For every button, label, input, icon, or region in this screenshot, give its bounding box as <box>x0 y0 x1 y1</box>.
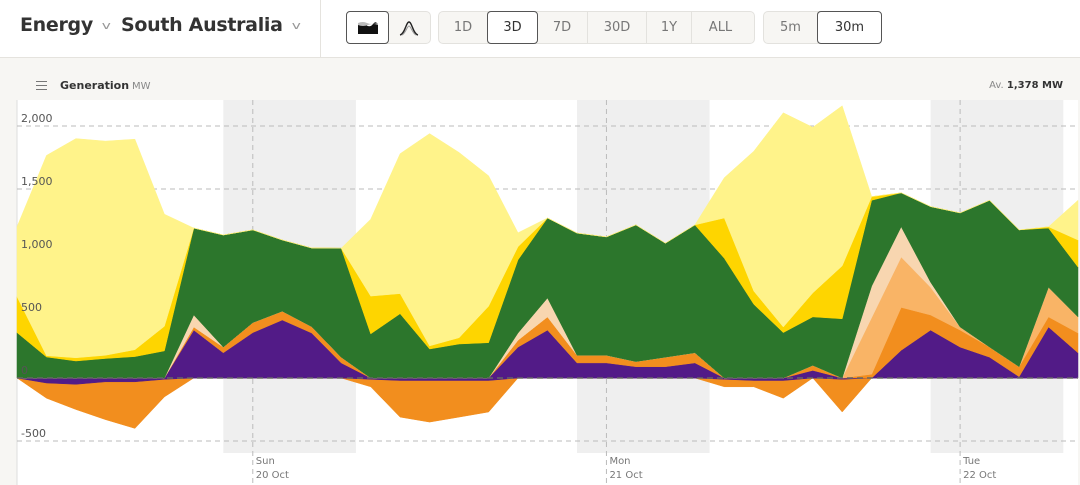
interval-selector: 5m 30m <box>763 11 882 44</box>
average-value: 1,378 MW <box>1006 80 1063 91</box>
chart-title: Generation MW <box>60 79 151 92</box>
y-tick-label: 2,000 <box>21 112 53 125</box>
line-chart-button[interactable] <box>388 12 430 43</box>
chart-header: Generation MW Av. 1,378 MW <box>0 76 1080 98</box>
x-tick-date: 22 Oct <box>963 470 996 481</box>
range-1d-button[interactable]: 1D <box>439 12 488 43</box>
range-7d-button[interactable]: 7D <box>537 12 588 43</box>
metric-selector[interactable]: Energy v <box>20 14 111 36</box>
series-area-rooftop_solar <box>16 105 1079 359</box>
metric-selector-label: Energy <box>20 14 93 36</box>
range-selector: 1D 3D 7D 30D 1Y ALL <box>438 11 755 44</box>
chart-type-toggle <box>346 11 431 44</box>
stacked-area-button[interactable] <box>346 11 389 44</box>
chart-unit: MW <box>132 81 151 92</box>
region-selector-label: South Australia <box>121 14 283 36</box>
y-tick-label: 1,000 <box>21 238 53 251</box>
interval-5m-button[interactable]: 5m <box>764 12 818 43</box>
average-prefix: Av. <box>989 80 1004 91</box>
menu-icon[interactable] <box>36 79 47 93</box>
x-tick-day: Sun <box>256 456 275 467</box>
y-tick-label: 1,500 <box>21 175 53 188</box>
range-30d-button[interactable]: 30D <box>588 12 647 43</box>
x-tick-date: 20 Oct <box>256 470 289 481</box>
interval-30m-button[interactable]: 30m <box>817 11 882 44</box>
x-tick-date: 21 Oct <box>609 470 642 481</box>
divider <box>320 0 321 57</box>
range-all-button[interactable]: ALL <box>708 20 733 35</box>
stacked-area-icon <box>357 21 378 34</box>
x-tick-day: Tue <box>962 456 980 467</box>
y-tick-label: 500 <box>21 301 42 314</box>
chevron-down-icon: v <box>101 18 111 32</box>
range-1y-button[interactable]: 1Y <box>647 12 692 43</box>
chart-title-text: Generation <box>60 79 130 92</box>
top-bar: Energy v South Australia v 1D 3D 7D 30D 1Y… <box>0 0 1080 58</box>
generation-chart[interactable]: 2,000 1,500 1,000 500 0 -500 Sun 20 Oct Mon 21 Oc… <box>0 100 1080 485</box>
y-tick-label: -500 <box>21 427 46 440</box>
range-3d-button[interactable]: 3D <box>487 11 538 44</box>
line-chart-icon <box>399 20 419 36</box>
y-tick-label: 0 <box>21 364 28 377</box>
chevron-down-icon: v <box>291 18 301 32</box>
average-readout: Av. 1,378 MW <box>989 80 1063 91</box>
x-tick-day: Mon <box>609 456 630 467</box>
region-selector[interactable]: South Australia v <box>121 14 301 36</box>
